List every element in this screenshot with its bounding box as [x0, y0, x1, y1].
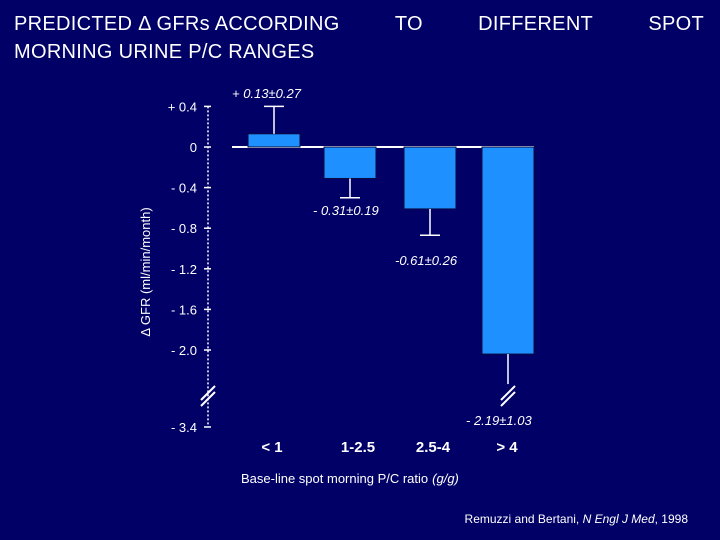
axis-break-mark — [500, 385, 516, 401]
x-categories: < 1 1-2.5 2.5-4 > 4 — [261, 439, 518, 456]
data-labels: + 0.13±0.27 - 0.31±0.19 -0.61±0.26 - 2.19±1… — [232, 86, 532, 428]
y-tick-label: 0 — [190, 140, 197, 155]
bar-data-label: - 2.19±1.03 — [466, 413, 532, 428]
chart-title: PREDICTED Δ GFRs ACCORDING TO DIFFERENT … — [14, 10, 704, 66]
y-tick-label: - 1.2 — [171, 262, 197, 277]
bars — [247, 133, 535, 355]
title-word: DIFFERENT — [478, 13, 594, 35]
title-word: PREDICTED Δ GFRs ACCORDING — [14, 13, 340, 35]
axis-break-mark — [200, 391, 216, 407]
bar — [323, 146, 377, 179]
axis-breaks — [200, 385, 516, 407]
y-tick-label: - 0.8 — [171, 221, 197, 236]
x-category-label: < 1 — [261, 439, 282, 456]
title-word: TO — [394, 13, 423, 35]
title-line-2: MORNING URINE P/C RANGES — [14, 41, 315, 63]
y-axis-title: Δ GFR (ml/min/month) — [138, 207, 153, 336]
y-ticks: + 0.4 0 - 0.4 - 0.8 - 1.2 - 1.6 - 2.0 - 3.4 — [168, 99, 211, 435]
source-authors: Remuzzi and Bertani, — [464, 512, 583, 526]
x-category-label: > 4 — [496, 439, 518, 456]
bar — [481, 146, 535, 355]
bar — [403, 146, 457, 210]
y-tick-label: - 3.4 — [171, 420, 197, 435]
bar-data-label: + 0.13±0.27 — [232, 86, 302, 101]
x-axis-title-main: Base-line spot morning P/C ratio — [241, 471, 428, 486]
title-word: SPOT — [648, 13, 704, 35]
bar — [247, 133, 301, 148]
y-tick-label: + 0.4 — [168, 99, 197, 114]
x-axis-title-unit: (g/g) — [432, 471, 459, 486]
title-line-1: PREDICTED Δ GFRs ACCORDING TO DIFFERENT … — [14, 10, 704, 38]
y-tick-label: - 1.6 — [171, 302, 197, 317]
source-citation: Remuzzi and Bertani, N Engl J Med, 1998 — [465, 512, 688, 526]
source-year: , 1998 — [654, 512, 688, 526]
x-category-label: 2.5-4 — [416, 439, 451, 456]
axis-break-mark — [500, 391, 516, 407]
error-bars — [264, 105, 509, 385]
x-axis-title: Base-line spot morning P/C ratio (g/g) — [241, 471, 459, 486]
bar-data-label: -0.61±0.26 — [395, 253, 458, 268]
source-journal: N Engl J Med — [582, 512, 655, 526]
axis-break-mark — [200, 385, 216, 401]
y-tick-label: - 2.0 — [171, 343, 197, 358]
bar-data-label: - 0.31±0.19 — [313, 203, 379, 218]
x-category-label: 1-2.5 — [341, 439, 375, 456]
y-tick-label: - 0.4 — [171, 181, 197, 196]
